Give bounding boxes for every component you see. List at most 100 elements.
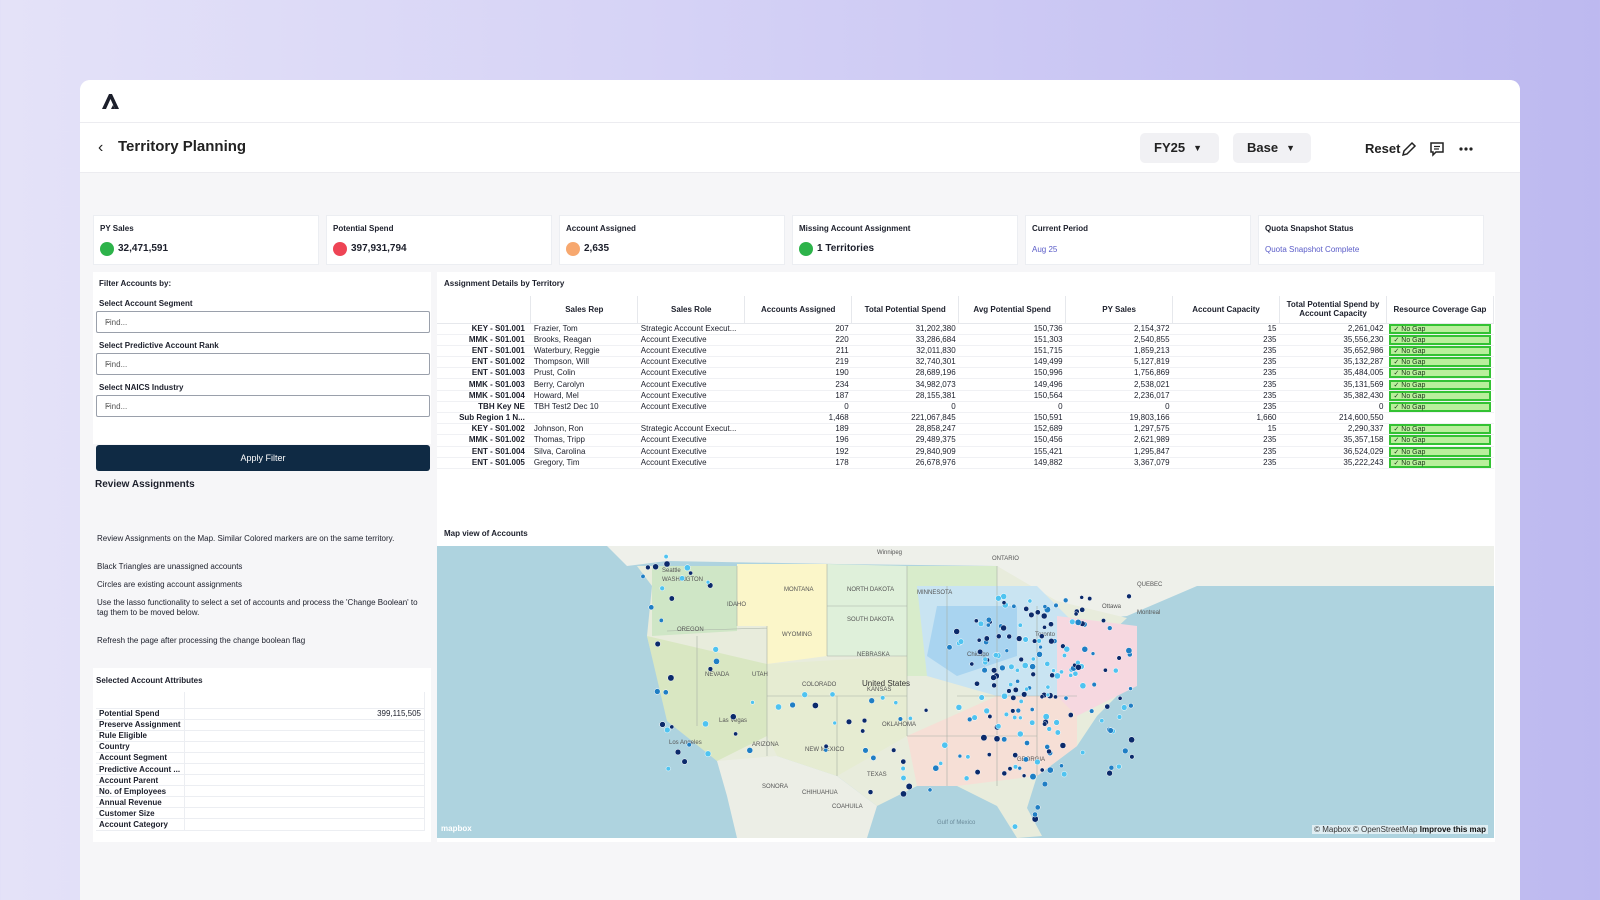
table-row[interactable]: KEY - S01.001 Frazier, Tom Strategic Accou… xyxy=(437,323,1494,335)
account-marker[interactable] xyxy=(1063,645,1071,653)
account-marker[interactable] xyxy=(1126,593,1132,599)
mapbox-logo[interactable]: mapbox xyxy=(441,824,472,833)
account-marker[interactable] xyxy=(645,564,651,571)
column-header[interactable]: Avg Potential Spend xyxy=(958,296,1067,324)
account-marker[interactable] xyxy=(1044,661,1051,667)
account-marker[interactable] xyxy=(1021,691,1028,698)
account-marker[interactable] xyxy=(995,595,1002,602)
account-marker[interactable] xyxy=(941,741,949,749)
account-marker[interactable] xyxy=(977,620,984,627)
account-marker[interactable] xyxy=(1041,781,1048,788)
current-period-link[interactable]: Aug 25 xyxy=(1032,245,1058,254)
account-marker[interactable] xyxy=(1079,595,1084,600)
account-marker[interactable] xyxy=(1044,744,1050,750)
segment-select[interactable]: Find... ⌄ xyxy=(96,311,430,333)
account-marker[interactable] xyxy=(1068,673,1074,678)
account-marker[interactable] xyxy=(870,754,877,761)
account-marker[interactable] xyxy=(1010,708,1016,714)
account-marker[interactable] xyxy=(1012,764,1019,770)
account-marker[interactable] xyxy=(1036,638,1042,644)
account-marker[interactable] xyxy=(1000,624,1007,632)
account-marker[interactable] xyxy=(1024,740,1030,746)
account-marker[interactable] xyxy=(1022,756,1029,763)
column-header[interactable]: Resource Coverage Gap xyxy=(1386,296,1495,324)
account-marker[interactable] xyxy=(967,716,973,723)
account-marker[interactable] xyxy=(1069,618,1076,625)
comment-icon[interactable] xyxy=(1428,140,1446,158)
account-marker[interactable] xyxy=(1108,764,1115,771)
column-header[interactable]: PY Sales xyxy=(1065,296,1174,324)
period-dropdown[interactable]: FY25 ▼ xyxy=(1140,133,1219,163)
account-marker[interactable] xyxy=(946,644,953,651)
account-marker[interactable] xyxy=(867,789,874,795)
account-marker[interactable] xyxy=(1018,715,1023,721)
account-marker[interactable] xyxy=(1042,604,1048,609)
account-marker[interactable] xyxy=(1042,624,1047,630)
account-marker[interactable] xyxy=(730,713,737,720)
account-markers[interactable] xyxy=(640,554,1135,830)
account-marker[interactable] xyxy=(1063,597,1069,603)
account-marker[interactable] xyxy=(1048,638,1055,645)
account-marker[interactable] xyxy=(1028,611,1035,618)
account-marker[interactable] xyxy=(1121,704,1128,711)
account-marker[interactable] xyxy=(1039,767,1045,773)
account-marker[interactable] xyxy=(1090,651,1096,656)
account-marker[interactable] xyxy=(1012,752,1019,758)
account-marker[interactable] xyxy=(679,575,686,582)
account-marker[interactable] xyxy=(1101,618,1106,624)
account-marker[interactable] xyxy=(990,674,997,681)
account-marker[interactable] xyxy=(1081,646,1089,653)
account-marker[interactable] xyxy=(1004,648,1010,653)
account-marker[interactable] xyxy=(681,758,688,765)
account-marker[interactable] xyxy=(1001,600,1007,606)
account-marker[interactable] xyxy=(665,766,671,772)
account-marker[interactable] xyxy=(1079,606,1086,613)
account-marker[interactable] xyxy=(1015,667,1020,673)
account-marker[interactable] xyxy=(1001,692,1008,700)
account-marker[interactable] xyxy=(704,750,712,758)
account-marker[interactable] xyxy=(1016,635,1023,642)
scenario-dropdown[interactable]: Base ▼ xyxy=(1233,133,1311,163)
account-marker[interactable] xyxy=(1017,622,1023,628)
account-marker[interactable] xyxy=(1006,633,1012,640)
account-marker[interactable] xyxy=(662,689,669,696)
account-marker[interactable] xyxy=(812,702,819,709)
account-marker[interactable] xyxy=(891,747,897,753)
column-header[interactable]: Sales Rep xyxy=(530,296,639,324)
account-marker[interactable] xyxy=(987,714,993,719)
map-canvas[interactable]: Winnipeg ONTARIO MONTANA NORTH DAKOTA MI… xyxy=(437,546,1494,838)
account-marker[interactable] xyxy=(893,700,899,706)
account-marker[interactable] xyxy=(823,743,829,749)
account-marker[interactable] xyxy=(1011,603,1017,609)
account-marker[interactable] xyxy=(1001,736,1008,743)
account-marker[interactable] xyxy=(832,720,837,726)
account-marker[interactable] xyxy=(991,682,997,689)
account-marker[interactable] xyxy=(1029,663,1036,670)
account-marker[interactable] xyxy=(1024,686,1029,692)
account-marker[interactable] xyxy=(996,633,1002,640)
account-marker[interactable] xyxy=(1021,773,1027,778)
account-marker[interactable] xyxy=(1107,727,1114,734)
account-marker[interactable] xyxy=(1042,713,1050,721)
table-row[interactable]: MMK - S01.004 Howard, Mel Account Executiv… xyxy=(437,390,1494,402)
account-marker[interactable] xyxy=(932,764,940,772)
quota-snapshot-link[interactable]: Quota Snapshot Complete xyxy=(1265,245,1360,254)
account-marker[interactable] xyxy=(1030,671,1036,677)
account-marker[interactable] xyxy=(1029,719,1036,726)
account-marker[interactable] xyxy=(991,667,998,674)
account-marker[interactable] xyxy=(1099,718,1105,724)
rank-select[interactable]: Find... ⌄ xyxy=(96,353,430,375)
account-marker[interactable] xyxy=(965,754,971,760)
map-view[interactable]: Winnipeg ONTARIO MONTANA NORTH DAKOTA MI… xyxy=(437,546,1494,838)
account-marker[interactable] xyxy=(669,724,675,730)
account-marker[interactable] xyxy=(1054,729,1061,736)
account-marker[interactable] xyxy=(868,697,875,704)
account-marker[interactable] xyxy=(1125,647,1133,654)
reset-button[interactable]: Reset xyxy=(1365,141,1401,156)
account-marker[interactable] xyxy=(985,622,991,628)
account-marker[interactable] xyxy=(1117,695,1123,701)
account-marker[interactable] xyxy=(1000,593,1007,600)
account-marker[interactable] xyxy=(1045,684,1051,690)
account-marker[interactable] xyxy=(1032,638,1038,644)
account-marker[interactable] xyxy=(1030,656,1036,662)
